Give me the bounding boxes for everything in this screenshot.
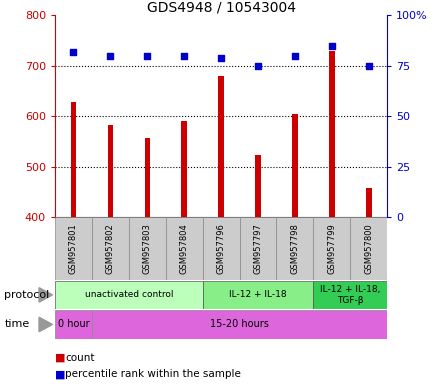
Point — [107, 53, 114, 59]
Point — [254, 63, 261, 69]
Text: GSM957802: GSM957802 — [106, 223, 115, 274]
Bar — [129, 217, 166, 280]
Bar — [255, 156, 261, 217]
Text: GSM957798: GSM957798 — [290, 223, 300, 274]
Bar — [92, 310, 387, 339]
Point — [365, 63, 372, 69]
Text: GSM957804: GSM957804 — [180, 223, 189, 274]
Text: IL-12 + IL-18: IL-12 + IL-18 — [229, 290, 287, 300]
Bar — [108, 125, 113, 217]
Bar — [329, 51, 334, 217]
Bar — [55, 310, 92, 339]
Point — [328, 43, 335, 49]
Bar — [166, 217, 203, 280]
Text: GSM957800: GSM957800 — [364, 223, 373, 274]
Point — [181, 53, 188, 59]
Polygon shape — [39, 288, 52, 302]
Text: GSM957801: GSM957801 — [69, 223, 78, 274]
Text: unactivated control: unactivated control — [84, 290, 173, 300]
Polygon shape — [39, 317, 52, 332]
Bar — [203, 217, 239, 280]
Text: ■: ■ — [55, 369, 66, 379]
Text: count: count — [65, 353, 95, 363]
Point — [70, 49, 77, 55]
Bar — [218, 76, 224, 217]
Bar — [313, 281, 387, 309]
Bar — [313, 217, 350, 280]
Text: percentile rank within the sample: percentile rank within the sample — [65, 369, 241, 379]
Text: GSM957799: GSM957799 — [327, 223, 336, 274]
Bar — [239, 217, 276, 280]
Bar — [55, 217, 92, 280]
Text: 15-20 hours: 15-20 hours — [210, 319, 269, 329]
Text: IL-12 + IL-18,
TGF-β: IL-12 + IL-18, TGF-β — [320, 285, 381, 305]
Bar — [71, 102, 76, 217]
Bar — [203, 281, 313, 309]
Bar — [276, 217, 313, 280]
Bar — [144, 138, 150, 217]
Title: GDS4948 / 10543004: GDS4948 / 10543004 — [147, 0, 296, 14]
Bar — [55, 281, 203, 309]
Text: GSM957797: GSM957797 — [253, 223, 263, 274]
Bar — [350, 217, 387, 280]
Point — [291, 53, 298, 59]
Text: ■: ■ — [55, 353, 66, 363]
Bar — [292, 114, 298, 217]
Bar — [181, 121, 187, 217]
Text: time: time — [4, 319, 29, 329]
Text: 0 hour: 0 hour — [58, 319, 89, 329]
Point — [144, 53, 151, 59]
Text: protocol: protocol — [4, 290, 50, 300]
Text: GSM957803: GSM957803 — [143, 223, 152, 274]
Point — [218, 55, 225, 61]
Bar — [366, 188, 371, 217]
Text: GSM957796: GSM957796 — [216, 223, 226, 274]
Bar — [92, 217, 129, 280]
